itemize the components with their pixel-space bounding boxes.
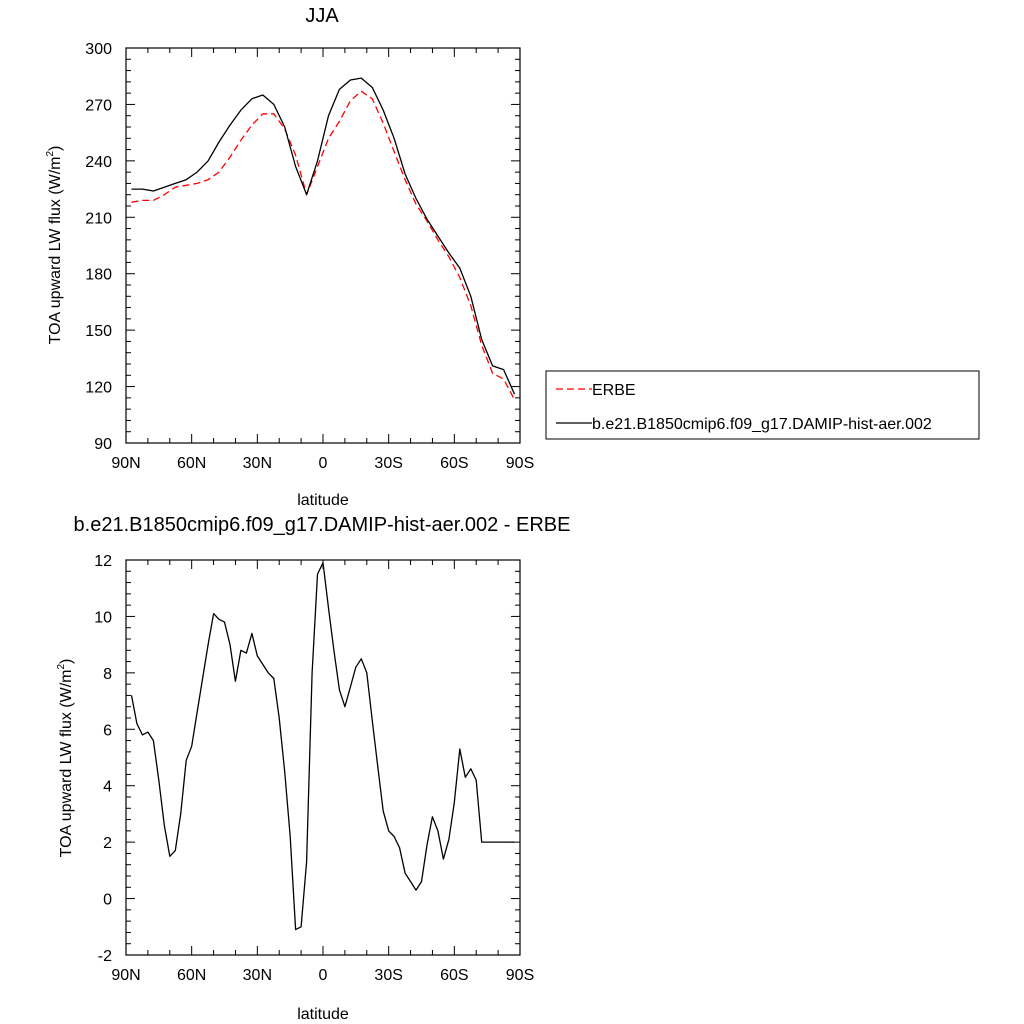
top-chart-x-tick-label: 30N (243, 455, 272, 472)
top-chart-title: JJA (305, 5, 339, 27)
bottom-chart-x-tick-labels: 90N 60N 30N 0 30S 60S 90S (111, 967, 534, 984)
bottom-chart-series-line-0 (130, 562, 515, 931)
bottom-chart-y-axis-label-end: ) (58, 659, 75, 664)
top-chart-series-line-0 (131, 90, 516, 401)
top-chart-x-tick-label: 60S (440, 455, 468, 472)
top-chart-y-tick-label: 150 (85, 323, 112, 340)
legend-label-model: b.e21.B1850cmip6.f09_g17.DAMIP-hist-aer.… (592, 416, 932, 433)
bottom-chart-y-tick-label: -2 (98, 948, 112, 965)
bottom-chart-y-axis-label-sup: 2 (56, 664, 67, 670)
top-chart-series (131, 77, 516, 401)
top-chart-y-tick-label: 270 (85, 97, 112, 114)
top-chart-series-line-1 (131, 77, 516, 395)
bottom-chart-series (130, 562, 515, 931)
bottom-chart-x-tick-label: 30N (243, 967, 272, 984)
top-chart-y-tick-label: 180 (85, 267, 112, 284)
bottom-chart-x-tick-label: 60S (440, 967, 468, 984)
top-chart-y-tick-label: 300 (85, 41, 112, 58)
legend-label-erbe: ERBE (592, 382, 636, 399)
top-chart-x-tick-label: 90S (506, 455, 534, 472)
bottom-chart-y-tick-labels: -2 0 2 4 6 8 10 12 (94, 553, 112, 965)
bottom-chart-y-tick-label: 4 (103, 779, 112, 796)
bottom-chart-title: b.e21.B1850cmip6.f09_g17.DAMIP-hist-aer.… (74, 514, 571, 536)
legend-box (545, 370, 980, 440)
bottom-chart-y-axis-label: TOA upward LW flux (W/m2) (56, 659, 75, 858)
top-chart-y-tick-label: 90 (94, 436, 112, 453)
top-chart-y-axis-label-sup: 2 (45, 151, 56, 157)
bottom-chart-x-tick-label: 90N (111, 967, 140, 984)
top-chart-y-tick-label: 210 (85, 210, 112, 227)
bottom-chart-y-tick-label: 6 (103, 722, 112, 739)
top-chart-y-tick-label: 240 (85, 154, 112, 171)
top-chart-y-axis-label-end: ) (47, 146, 64, 151)
bottom-chart-x-tick-label: 30S (374, 967, 402, 984)
top-chart-y-axis-label-main: TOA upward LW flux (W/m (47, 157, 64, 345)
top-chart-x-tick-labels: 90N 60N 30N 0 30S 60S 90S (111, 455, 534, 472)
legend: ERBE b.e21.B1850cmip6.f09_g17.DAMIP-hist… (545, 370, 980, 440)
bottom-chart-x-tick-label: 0 (319, 967, 328, 984)
bottom-chart-y-tick-label: 12 (94, 553, 112, 570)
top-chart-y-tick-label: 120 (85, 380, 112, 397)
bottom-chart-x-tick-label: 90S (506, 967, 534, 984)
bottom-chart-plot-frame (125, 559, 521, 956)
bottom-chart-y-tick-label: 2 (103, 835, 112, 852)
top-chart-ticks (125, 47, 521, 444)
bottom-chart-y-axis-label-main: TOA upward LW flux (W/m (58, 670, 75, 858)
top-chart-y-axis-label: TOA upward LW flux (W/m2) (45, 146, 64, 345)
bottom-chart-y-tick-label: 0 (103, 892, 112, 909)
bottom-chart-panel: b.e21.B1850cmip6.f09_g17.DAMIP-hist-aer.… (56, 514, 570, 1023)
top-chart-x-tick-label: 90N (111, 455, 140, 472)
top-chart-x-tick-label: 60N (177, 455, 206, 472)
top-chart-plot-frame (125, 47, 521, 444)
top-chart-x-axis-label: latitude (297, 492, 349, 509)
top-chart-x-tick-label: 0 (319, 455, 328, 472)
top-chart-y-tick-labels: 90 120 150 180 210 240 270 300 (85, 41, 112, 453)
bottom-chart-y-tick-label: 10 (94, 609, 112, 626)
bottom-chart-x-tick-label: 60N (177, 967, 206, 984)
bottom-chart-y-tick-label: 8 (103, 666, 112, 683)
top-chart-panel: JJA 90N 60N 30N 0 30S 60S 90S 90 120 150 180 210 24… (45, 5, 980, 509)
top-chart-x-tick-label: 30S (374, 455, 402, 472)
bottom-chart-x-axis-label: latitude (297, 1006, 349, 1023)
